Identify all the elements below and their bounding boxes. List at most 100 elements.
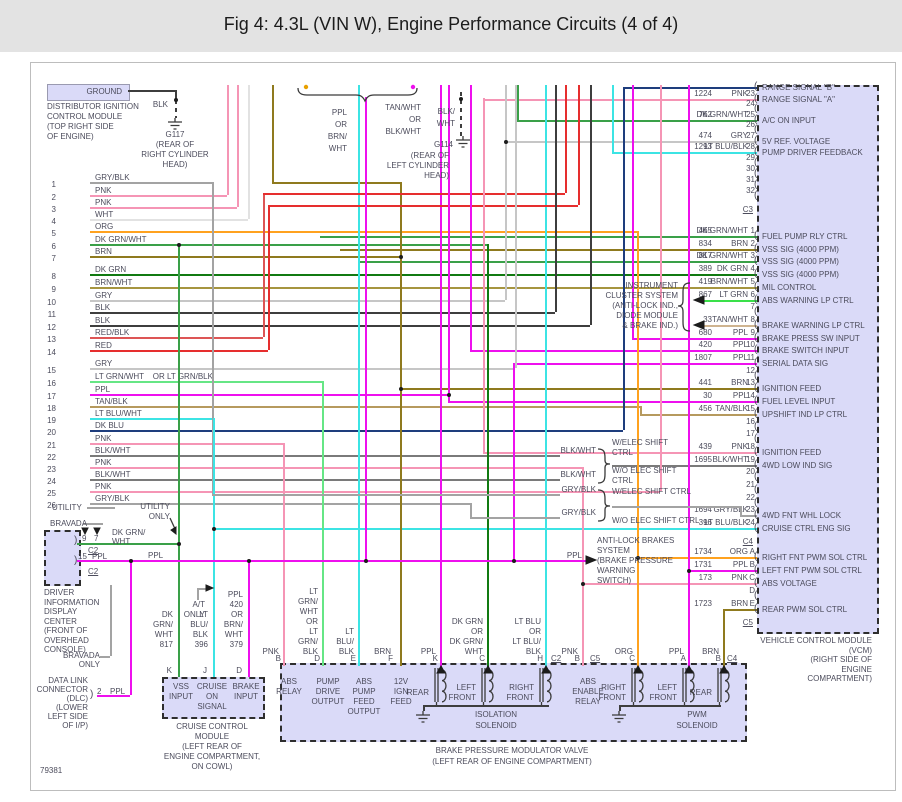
wire-dk_blu <box>623 87 625 430</box>
solenoid-label: SOLENOID <box>475 721 517 730</box>
wire-lt_grn_wht <box>322 381 324 666</box>
junction-dot <box>459 97 463 101</box>
wire-tan_blk <box>640 406 642 414</box>
bpmv-label: REAR <box>689 688 712 697</box>
bpmv-label: RELAY <box>575 697 601 706</box>
wire-color-label: LT BLU/ <box>512 637 541 646</box>
left-pin-number: 11 <box>47 310 56 319</box>
left-wire-label: DK BLU <box>95 421 124 430</box>
wire-blk <box>175 90 177 100</box>
vcm-pin: 11 <box>746 353 755 362</box>
circuit-number: 396 <box>698 518 712 527</box>
dlc-line: OF I/P) <box>62 721 88 730</box>
ccm-label: BRAKE <box>232 682 260 691</box>
vcm-footer-line: VEHICLE CONTROL MODULE <box>760 636 872 645</box>
junction-dot <box>581 582 585 586</box>
wire-dk_grn <box>90 274 757 276</box>
left-pin-number: 4 <box>51 217 56 226</box>
pin-socket-icon: ( <box>754 551 758 562</box>
bpmv-label: PUMP <box>352 687 376 696</box>
connector-socket-icon: ) <box>74 535 78 546</box>
vcm-pin: 13 <box>746 378 755 387</box>
vcm-signal-label: 5V REF. VOLTAGE <box>762 137 831 146</box>
vcm-signal-label: VSS SIG (4000 PPM) <box>762 245 839 254</box>
pin-socket-icon: ( <box>754 459 758 470</box>
didc-line: CONSOLE) <box>44 645 86 654</box>
wire-pnk <box>283 443 285 666</box>
bpmv-label: FRONT <box>506 693 534 702</box>
wire-ppl <box>130 560 132 695</box>
pin-socket-icon: ( <box>754 408 758 419</box>
title-bar: Fig 4: 4.3L (VIN W), Engine Performance … <box>0 0 902 52</box>
junction-dot <box>174 98 178 102</box>
wire-color-label: WHT <box>328 144 347 153</box>
didc-line: DISPLAY <box>44 607 78 616</box>
wire-ppl <box>90 394 448 396</box>
vcm-signal-label: 4WD LOW IND SIG <box>762 461 833 470</box>
terminal-letter: B <box>275 654 281 663</box>
didc-pin: 15 <box>78 552 87 561</box>
bpmv-footer-line: BRAKE PRESSURE MODULATOR VALVE <box>435 746 589 755</box>
wire-color-label: GRN/ <box>298 597 318 606</box>
wire-brn <box>723 609 725 670</box>
wire-color-label: BLK <box>302 647 318 656</box>
circuit-color: BRN <box>731 378 748 387</box>
vcm-pin: 5 <box>750 277 755 286</box>
connector-socket-icon: ) <box>74 555 78 566</box>
wire-blk <box>555 85 557 312</box>
ccm-label: SIGNAL <box>197 702 227 711</box>
wire-color-label: OR <box>471 627 483 636</box>
circuit-number: 1807 <box>694 353 712 362</box>
left-wire-label: GRY/BLK <box>95 173 130 182</box>
wire-dk_grn_wht <box>517 85 519 120</box>
bpmv-label: DRIVE <box>315 687 341 696</box>
bpmv-label: PUMP <box>316 677 340 686</box>
wire-brn_wht <box>90 287 757 289</box>
wire-dk_blu <box>90 430 623 432</box>
wire-color-label: 396 <box>194 640 208 649</box>
wire-red_blk <box>263 193 265 337</box>
shift-label: W/O ELEC SHIFT CTRL <box>612 516 700 525</box>
circuit-color: LT BLU/BLK <box>704 518 748 527</box>
wire-blk <box>128 90 175 92</box>
dlc-line: LEFT SIDE <box>47 712 88 721</box>
variant-label: UTILITY <box>140 502 170 511</box>
vcm-pin: 31 <box>746 175 755 184</box>
terminal-letter: K <box>166 666 172 675</box>
pin-socket-icon: ( <box>754 230 758 241</box>
wire-gry_blk <box>740 515 757 517</box>
pin-socket-icon: ( <box>754 243 758 254</box>
left-pin-number: 12 <box>47 323 56 332</box>
wire-color-label: DK GRN/ <box>449 637 483 646</box>
left-pin-number: 26 <box>47 501 56 510</box>
shift-label: W/ELEC SHIFT CTRL <box>612 487 691 496</box>
left-pin-number: 21 <box>47 441 56 450</box>
cluster-line: (ANTI-LOCK IND., <box>612 301 678 310</box>
wire-color-label: PNK <box>561 647 578 656</box>
bpmv-label: FEED <box>390 697 412 706</box>
circuit-number: 867 <box>698 290 712 299</box>
pin-socket-icon: ( <box>754 344 758 355</box>
wire-color-label: PPL <box>420 647 436 656</box>
wire-gry_blk <box>212 494 560 496</box>
left-wire-label: PNK <box>95 434 112 443</box>
vcm-pin: 3 <box>750 251 755 260</box>
junction-dot <box>177 542 181 546</box>
ground-id: G117 <box>165 130 185 139</box>
wire-org <box>90 231 637 233</box>
vcm-signal-label: SERIAL DATA SIG <box>762 359 829 368</box>
bpmv-label: ENABLE <box>572 687 604 696</box>
wire-brn <box>340 249 757 251</box>
circuit-number: 474 <box>698 131 712 140</box>
vcm-pin: 24 <box>746 99 755 108</box>
wire-blk <box>90 312 555 314</box>
wire-red <box>268 205 270 350</box>
wire-color-label: WHT <box>464 647 483 656</box>
wire-color-label: BLK/WHT <box>385 127 421 136</box>
vcm-pin: C <box>749 573 755 582</box>
wire-color-label: DK GRN/ <box>112 528 146 537</box>
wire-lt_grn_wht <box>90 381 322 383</box>
junction-dot <box>364 559 368 563</box>
vcm-pin: B <box>749 560 755 569</box>
circuit-number: 465 <box>698 226 712 235</box>
